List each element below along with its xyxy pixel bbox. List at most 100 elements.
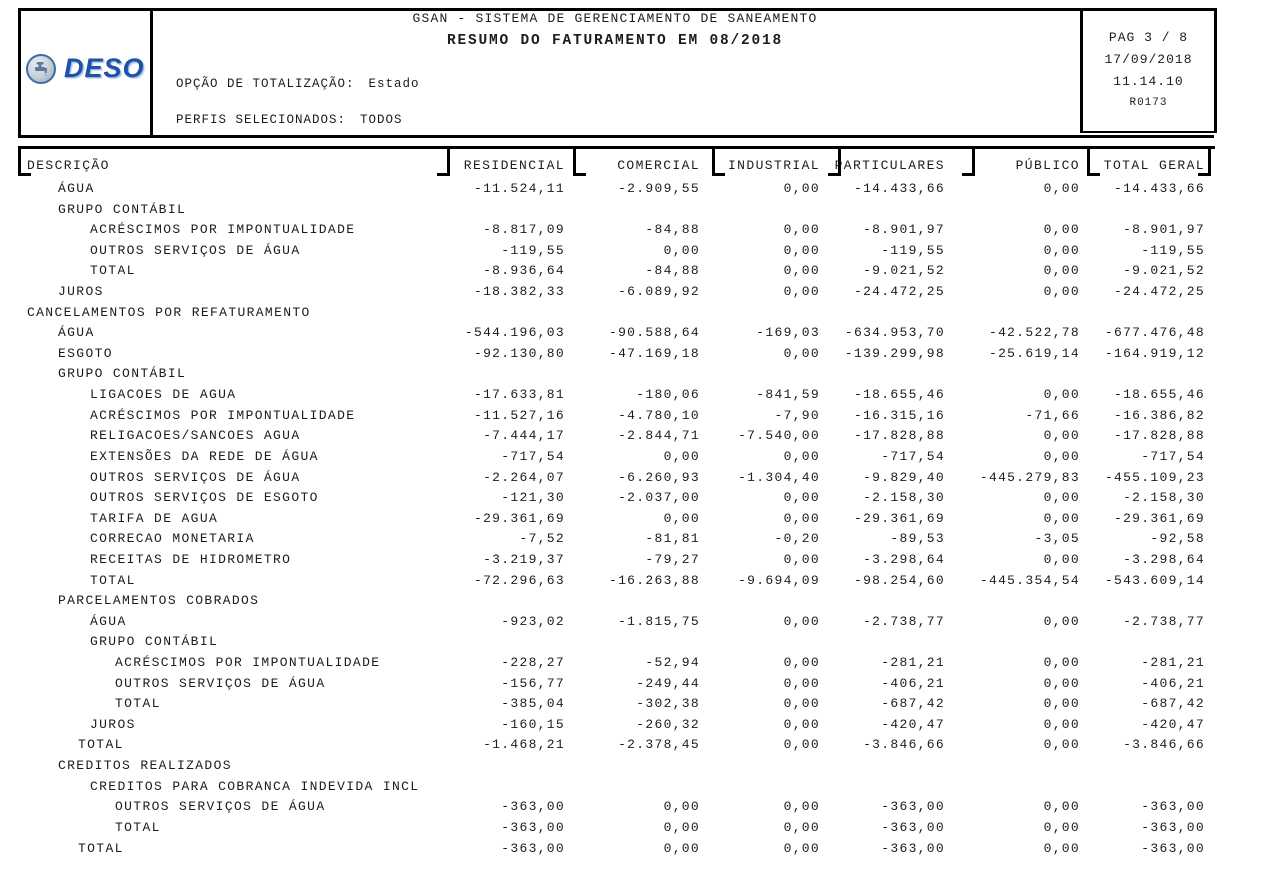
cell-value: -8.936,64 xyxy=(483,263,565,279)
cell-value: -302,38 xyxy=(636,696,700,712)
header-bottom-rule xyxy=(18,135,1214,138)
cell-value: -841,59 xyxy=(756,387,820,403)
cell-value: -420,47 xyxy=(1141,716,1205,732)
cell-value: 0,00 xyxy=(783,696,820,712)
cell-value: -445.279,83 xyxy=(979,469,1080,485)
table-row: TOTAL -385,04 -302,38 0,00 -687,42 0,00 -687,4… xyxy=(18,693,1215,714)
cell-value: -156,77 xyxy=(501,675,565,691)
cell-value: 0,00 xyxy=(1043,284,1080,300)
column-header-publico: PÚBLICO xyxy=(1015,158,1080,173)
cell-value: -544.196,03 xyxy=(464,325,565,341)
row-label: CREDITOS PARA COBRANCA INDEVIDA INCL xyxy=(90,778,420,794)
cell-value: -11.527,16 xyxy=(473,407,565,423)
page-number: PAG 3 / 8 xyxy=(1108,30,1189,45)
table-row: RELIGACOES/SANCOES AGUA -7.444,17 -2.844,7… xyxy=(18,425,1215,446)
table-row: TOTAL -1.468,21 -2.378,45 0,00 -3.846,66 0,00… xyxy=(18,734,1215,755)
cell-value: 0,00 xyxy=(783,284,820,300)
row-label: GRUPO CONTÁBIL xyxy=(90,634,219,650)
column-header-residencial: RESIDENCIAL xyxy=(463,158,565,173)
cell-value: 0,00 xyxy=(1043,819,1080,835)
cell-value: -71,66 xyxy=(1025,407,1080,423)
cell-value: -3.846,66 xyxy=(1123,737,1205,753)
cell-value: -2.909,55 xyxy=(618,181,700,196)
cell-value: -4.780,10 xyxy=(618,407,700,423)
cell-value: -7.444,17 xyxy=(483,428,565,444)
cell-value: -16.263,88 xyxy=(608,572,700,588)
cell-value: -406,21 xyxy=(1141,675,1205,691)
cell-value: 0,00 xyxy=(783,737,820,753)
cell-value: 0,00 xyxy=(783,345,820,361)
table-row: ACRÉSCIMOS POR IMPONTUALIDADE -228,27 -52,… xyxy=(18,652,1215,673)
cell-value: -7.540,00 xyxy=(738,428,820,444)
column-header-particulares: PARTICULARES xyxy=(834,158,945,173)
cell-value: 0,00 xyxy=(783,242,820,258)
cell-value: -119,55 xyxy=(881,242,945,258)
cell-value: -385,04 xyxy=(501,696,565,712)
cell-value: 0,00 xyxy=(783,613,820,629)
row-label: OUTROS SERVIÇOS DE ÁGUA xyxy=(90,469,301,485)
cell-value: -687,42 xyxy=(881,696,945,712)
table-row: OUTROS SERVIÇOS DE ÁGUA -363,00 0,00 0,00 -3… xyxy=(18,796,1215,817)
cell-value: 0,00 xyxy=(663,510,700,526)
cell-value: -180,06 xyxy=(636,387,700,403)
row-label: TOTAL xyxy=(78,840,124,856)
cell-value: -72.296,63 xyxy=(473,572,565,588)
cell-value: -29.361,69 xyxy=(1113,510,1205,526)
cell-value: -228,27 xyxy=(501,655,565,671)
row-label: TOTAL xyxy=(90,263,136,279)
row-label: CREDITOS REALIZADOS xyxy=(58,758,232,774)
row-label: CORRECAO MONETARIA xyxy=(90,531,255,547)
cell-value: -89,53 xyxy=(890,531,945,547)
cell-value: -17.633,81 xyxy=(473,387,565,403)
cell-value: 0,00 xyxy=(783,181,820,196)
row-label: ÁGUA xyxy=(58,325,95,341)
cell-value: -18.655,46 xyxy=(853,387,945,403)
cell-value: 0,00 xyxy=(783,655,820,671)
cell-value: 0,00 xyxy=(783,799,820,815)
table-row: TOTAL -8.936,64 -84,88 0,00 -9.021,52 0,00 -9.… xyxy=(18,260,1215,281)
table-row: GRUPO CONTÁBIL xyxy=(18,363,1215,384)
cell-value: 0,00 xyxy=(783,675,820,691)
cell-value: -281,21 xyxy=(1141,655,1205,671)
cell-value: -90.588,64 xyxy=(608,325,700,341)
header-bracket-mark xyxy=(437,149,450,176)
row-label: CANCELAMENTOS POR REFATURAMENTO xyxy=(27,304,311,320)
cell-value: -363,00 xyxy=(501,799,565,815)
cell-value: -2.158,30 xyxy=(863,490,945,506)
row-label: ÁGUA xyxy=(58,181,95,196)
cell-value: -0,20 xyxy=(774,531,820,547)
cell-value: 0,00 xyxy=(1043,242,1080,258)
table-row: TOTAL -72.296,63 -16.263,88 -9.694,09 -98.25… xyxy=(18,570,1215,591)
row-label: OUTROS SERVIÇOS DE ÁGUA xyxy=(90,242,301,258)
row-label: TARIFA DE AGUA xyxy=(90,510,219,526)
cell-value: 0,00 xyxy=(1043,181,1080,196)
table-row: PARCELAMENTOS COBRADOS xyxy=(18,590,1215,611)
logo-text: DESO xyxy=(64,53,145,83)
cell-value: -363,00 xyxy=(881,840,945,856)
header-bracket-mark xyxy=(573,149,586,176)
totalization-label: OPÇÃO DE TOTALIZAÇÃO: xyxy=(176,77,355,91)
table-row: LIGACOES DE AGUA -17.633,81 -180,06 -841,59… xyxy=(18,384,1215,405)
cell-value: -18.655,46 xyxy=(1113,387,1205,403)
cell-value: -3.298,64 xyxy=(1123,551,1205,567)
row-label: GRUPO CONTÁBIL xyxy=(58,366,187,382)
cell-value: -3.219,37 xyxy=(483,551,565,567)
cell-value: -17.828,88 xyxy=(853,428,945,444)
cell-value: 0,00 xyxy=(1043,799,1080,815)
cell-value: 0,00 xyxy=(1043,840,1080,856)
header-bracket-mark xyxy=(18,149,31,176)
cell-value: 0,00 xyxy=(1043,263,1080,279)
cell-value: -363,00 xyxy=(501,840,565,856)
row-label: TOTAL xyxy=(115,696,161,712)
row-label: TOTAL xyxy=(78,737,124,753)
cell-value: -92.130,80 xyxy=(473,345,565,361)
cell-value: -923,02 xyxy=(501,613,565,629)
cell-value: 0,00 xyxy=(1043,737,1080,753)
cell-value: 0,00 xyxy=(1043,510,1080,526)
cell-value: -16.386,82 xyxy=(1113,407,1205,423)
row-label: EXTENSÕES DA REDE DE ÁGUA xyxy=(90,448,319,464)
cell-value: -717,54 xyxy=(501,448,565,464)
cell-value: -92,58 xyxy=(1150,531,1205,547)
cell-value: -634.953,70 xyxy=(844,325,945,341)
system-title: GSAN - SISTEMA DE GERENCIAMENTO DE SANEA… xyxy=(412,11,818,26)
